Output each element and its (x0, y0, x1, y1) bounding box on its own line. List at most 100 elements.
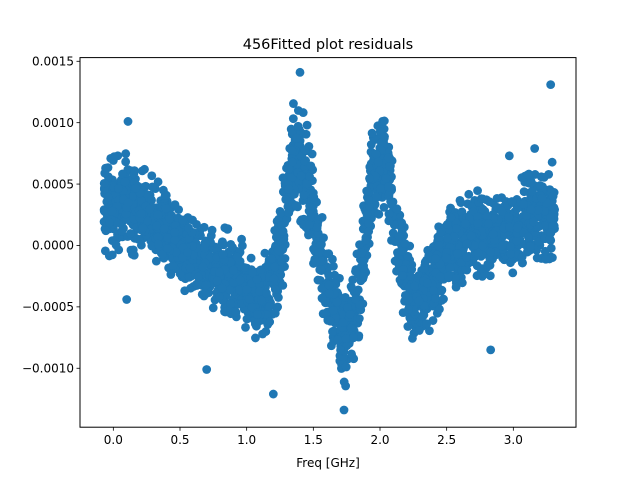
data-point (137, 166, 147, 176)
data-point (165, 214, 174, 224)
data-point (383, 153, 393, 163)
data-point (486, 247, 496, 257)
data-point (184, 223, 193, 233)
data-point (225, 285, 235, 295)
data-point (278, 280, 288, 290)
data-point (506, 258, 515, 268)
data-point (218, 250, 228, 259)
data-point (492, 193, 502, 203)
data-point (111, 240, 121, 250)
data-point (120, 177, 130, 187)
x-tick-label: 2.0 (370, 433, 389, 447)
data-point (287, 146, 297, 155)
data-point (232, 252, 242, 262)
data-point (240, 263, 249, 272)
data-point (305, 213, 315, 223)
data-point (289, 99, 298, 108)
data-point (228, 242, 237, 252)
data-point (384, 216, 394, 226)
data-point (163, 244, 173, 253)
data-point (101, 226, 111, 236)
data-point (324, 280, 334, 290)
data-point (138, 223, 148, 233)
data-point (478, 204, 488, 214)
data-point (371, 149, 381, 159)
data-point (548, 191, 558, 201)
data-point (512, 236, 522, 246)
data-point (350, 294, 360, 304)
data-point (429, 285, 438, 295)
data-point (540, 206, 549, 216)
data-point (431, 293, 440, 303)
data-point (384, 189, 394, 199)
data-point (265, 317, 275, 327)
data-point (107, 206, 117, 216)
data-point (180, 286, 190, 296)
data-point (256, 295, 266, 305)
data-point (333, 335, 343, 345)
data-point (384, 162, 394, 171)
data-point (422, 319, 432, 329)
data-point (272, 231, 282, 241)
data-point (497, 241, 507, 251)
data-point (299, 190, 309, 200)
data-point (319, 309, 329, 319)
data-point (284, 184, 294, 194)
data-point (371, 192, 381, 202)
data-point (261, 288, 271, 298)
data-point (246, 253, 256, 263)
data-point (464, 189, 474, 199)
data-point (506, 249, 516, 259)
data-point (170, 227, 180, 237)
data-point (540, 221, 550, 231)
y-tick-label: 0.0015 (32, 54, 74, 68)
data-point (148, 182, 157, 192)
data-point (478, 194, 488, 204)
data-point (497, 206, 507, 216)
data-point (362, 186, 372, 196)
data-point (414, 326, 424, 335)
data-point (309, 192, 319, 202)
data-point (431, 254, 441, 263)
x-tick-label: 0.0 (104, 433, 123, 447)
data-point (143, 216, 152, 226)
data-point (202, 365, 212, 374)
data-point (256, 265, 266, 275)
data-point (314, 248, 324, 258)
data-point (365, 202, 374, 212)
data-point (242, 285, 252, 295)
data-point (324, 249, 334, 259)
data-point (466, 231, 476, 241)
data-point (472, 271, 482, 281)
data-point (523, 170, 533, 180)
data-point (229, 265, 238, 275)
x-tick-label: 1.5 (304, 433, 323, 447)
data-point (117, 226, 127, 236)
x-tick-label: 1.0 (237, 433, 256, 447)
data-point (293, 106, 303, 115)
data-point (288, 114, 298, 124)
data-point (517, 252, 527, 262)
data-point (126, 229, 135, 238)
data-point (217, 283, 227, 293)
data-point (546, 228, 556, 238)
y-tick-label: 0.0005 (32, 177, 74, 191)
data-point (548, 221, 558, 231)
data-point (477, 241, 487, 251)
data-point (163, 233, 173, 243)
data-point (175, 269, 185, 279)
data-point (248, 268, 257, 278)
data-point (343, 303, 352, 312)
data-point (535, 181, 545, 190)
data-point (488, 229, 498, 239)
data-point (247, 302, 257, 312)
data-point (460, 219, 470, 229)
data-point (114, 184, 124, 193)
data-point (358, 256, 368, 266)
data-point (324, 270, 334, 280)
data-point (215, 292, 224, 302)
data-point (540, 246, 550, 256)
data-point (379, 116, 389, 126)
data-point (226, 299, 236, 309)
data-point (220, 223, 230, 233)
